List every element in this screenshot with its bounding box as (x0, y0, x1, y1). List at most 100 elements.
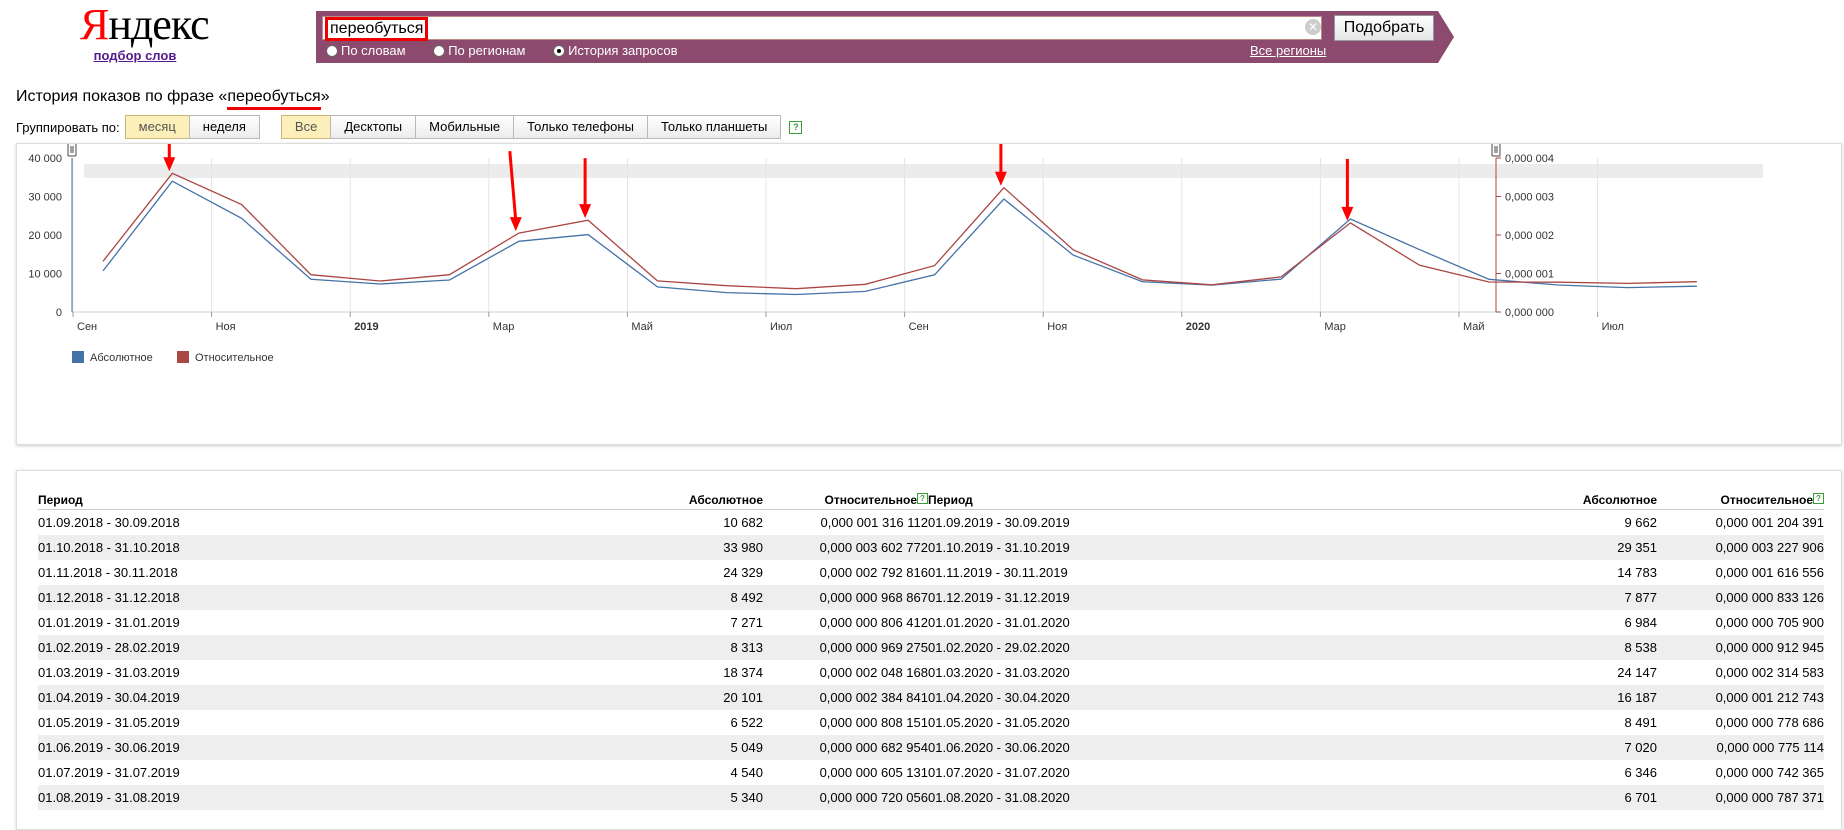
cell-abs: 10 682 (723, 515, 763, 530)
series-line-relative (102, 172, 1697, 290)
cell-rel: 0,000 002 792 816 (819, 565, 928, 580)
col-period: Период (928, 491, 1528, 510)
col-absolute: Абсолютное (1528, 491, 1657, 510)
device-filter: Все Десктопы Мобильные Только телефоны Т… (280, 115, 782, 139)
help-icon[interactable]: ? (789, 120, 803, 134)
all-regions-link[interactable]: Все регионы (1250, 43, 1327, 58)
y-right-tick-label: 0,000 000 (1505, 307, 1554, 319)
logo-brand: Яндекс (80, 0, 210, 49)
cell-rel: 0,000 001 316 112 (820, 515, 928, 530)
cell-period: 01.02.2019 - 28.02.2019 (38, 635, 638, 660)
help-icon[interactable]: ? (917, 493, 928, 504)
col-absolute: Абсолютное (638, 491, 763, 510)
cell-period: 01.07.2019 - 31.07.2019 (38, 765, 180, 780)
search-query: переобуться (325, 17, 429, 41)
cell-abs: 6 984 (1624, 615, 1657, 630)
radio-dot-icon (433, 44, 446, 57)
x-tick-label: Сен (909, 321, 929, 333)
table-row: 01.03.2020 - 31.03.2020 24 147 0,000 002 3… (928, 660, 1824, 685)
legend-swatch (177, 351, 189, 363)
title-prefix: История показов по фразе « (16, 88, 228, 105)
table-row: 01.04.2019 - 30.04.2019 20 101 0,000 002 3… (38, 685, 928, 710)
x-tick-label: Июл (1602, 321, 1624, 333)
table-row: 01.10.2018 - 31.10.2018 33 980 0,000 003 6… (38, 535, 928, 560)
col-relative-label: Относительное (1720, 493, 1813, 507)
table-row: 01.12.2019 - 31.12.2019 7 877 0,000 000 83… (928, 585, 1824, 610)
series-lines (102, 172, 1697, 296)
group-week-button[interactable]: неделя (188, 115, 260, 139)
cell-period: 01.09.2018 - 30.09.2018 (38, 515, 180, 530)
cell-rel: 0,000 003 227 906 (1657, 535, 1824, 560)
cell-period: 01.12.2018 - 31.12.2018 (38, 585, 638, 610)
cell-period: 01.01.2019 - 31.01.2019 (38, 615, 180, 630)
cell-period: 01.11.2018 - 30.11.2018 (38, 565, 178, 580)
data-table-panel: Период Абсолютное Относительное? 01.09.2… (16, 470, 1842, 830)
table-row: 01.01.2019 - 31.01.2019 7 271 0,000 000 80… (38, 610, 928, 635)
group-month-button[interactable]: месяц (124, 115, 190, 139)
table-row: 01.03.2019 - 31.03.2019 18 374 0,000 002 0… (38, 660, 928, 685)
col-relative: Относительное? (1657, 491, 1824, 510)
arrow-head (163, 157, 176, 172)
arrow-head (1341, 206, 1354, 221)
cell-period: 01.10.2019 - 31.10.2019 (928, 535, 1528, 560)
radio-by-regions[interactable]: По регионам (433, 43, 525, 58)
y-left-tick-label: 0 (56, 307, 62, 319)
table-row: 01.07.2020 - 31.07.2020 6 346 0,000 000 74… (928, 760, 1824, 785)
cell-period: 01.01.2020 - 31.01.2020 (928, 615, 1070, 630)
cell-rel: 0,000 000 778 686 (1715, 715, 1824, 730)
y-right-tick-label: 0,000 002 (1505, 230, 1554, 242)
device-desktop-button[interactable]: Десктопы (330, 115, 417, 139)
filters-row: Группировать по: месяц неделя Все Дескто… (16, 115, 803, 139)
table-row: 01.05.2019 - 31.05.2019 6 522 0,000 000 80… (38, 710, 928, 735)
search-input[interactable]: переобуться (322, 16, 1322, 41)
table-row: 01.12.2018 - 31.12.2018 8 492 0,000 000 96… (38, 585, 928, 610)
radio-by-words[interactable]: По словам (326, 43, 406, 58)
data-table-right: Период Абсолютное Относительное? 01.09.2… (928, 491, 1824, 810)
cell-period: 01.12.2019 - 31.12.2019 (928, 585, 1528, 610)
search-panel: переобуться ✕ Подобрать По словам По рег… (316, 11, 1454, 63)
y-right-tick-label: 0,000 004 (1505, 153, 1554, 165)
help-icon[interactable]: ? (1813, 493, 1824, 504)
cell-period: 01.05.2020 - 31.05.2020 (928, 715, 1070, 730)
x-tick-label: Июл (770, 321, 792, 333)
col-relative-label: Относительное (824, 493, 917, 507)
cell-abs: 8 491 (1624, 715, 1657, 730)
cell-period: 01.11.2019 - 30.11.2019 (928, 565, 1068, 580)
col-relative: Относительное? (763, 491, 928, 510)
cell-period: 01.04.2020 - 30.04.2020 (928, 685, 1528, 710)
cell-rel: 0,000 000 682 954 (763, 735, 928, 760)
cell-rel: 0,000 000 605 131 (819, 765, 928, 780)
yandex-logo[interactable]: Яндекс подбор слов (80, 0, 210, 63)
submit-button[interactable]: Подобрать (1334, 15, 1434, 41)
y-left-tick-label: 20 000 (28, 230, 62, 242)
table-row: 01.07.2019 - 31.07.2019 4 540 0,000 000 60… (38, 760, 928, 785)
x-axis: Сен Ноя 2019 Мар Май Июл Сен Ноя 2020 Мар Май Июл (72, 312, 1624, 333)
cell-abs: 5 049 (638, 735, 763, 760)
device-tablets-button[interactable]: Только планшеты (646, 115, 782, 139)
table-row: 01.06.2019 - 30.06.2019 5 049 0,000 000 68… (38, 735, 928, 760)
y-left-tick-label: 30 000 (28, 192, 62, 204)
y-left-tick-label: 10 000 (28, 269, 62, 281)
cell-abs: 6 701 (1528, 785, 1657, 810)
cell-rel: 0,000 000 912 945 (1657, 635, 1824, 660)
device-all-button[interactable]: Все (280, 115, 332, 139)
radio-history[interactable]: История запросов (553, 43, 678, 58)
cell-abs: 4 540 (730, 765, 763, 780)
device-mobile-button[interactable]: Мобильные (415, 115, 515, 139)
cell-rel: 0,000 002 048 168 (819, 665, 928, 680)
title-suffix: » (320, 88, 330, 105)
device-phones-button[interactable]: Только телефоны (513, 115, 648, 139)
x-tick-label: Ноя (1047, 321, 1067, 333)
table-row: 01.09.2019 - 30.09.2019 9 662 0,000 001 20… (928, 510, 1824, 536)
data-table-left: Период Абсолютное Относительное? 01.09.2… (38, 491, 928, 810)
cell-period: 01.08.2020 - 31.08.2020 (928, 785, 1528, 810)
table-row: 01.10.2019 - 31.10.2019 29 351 0,000 003 2… (928, 535, 1824, 560)
cell-period: 01.10.2018 - 31.10.2018 (38, 535, 638, 560)
table-row: 01.04.2020 - 30.04.2020 16 187 0,000 001 2… (928, 685, 1824, 710)
cell-rel: 0,000 000 720 056 (763, 785, 928, 810)
cell-rel: 0,000 003 602 772 (763, 535, 928, 560)
cell-abs: 9 662 (1624, 515, 1657, 530)
cell-abs: 8 538 (1528, 635, 1657, 660)
clear-icon[interactable]: ✕ (1305, 19, 1321, 35)
wordstat-link[interactable]: подбор слов (93, 48, 177, 63)
